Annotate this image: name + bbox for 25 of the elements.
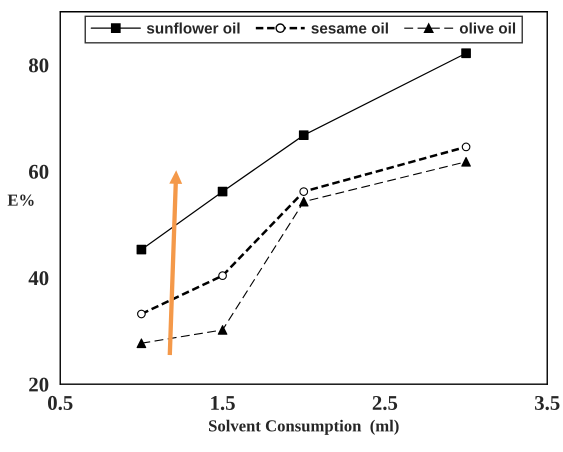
point [136, 244, 146, 254]
point [218, 271, 227, 280]
legend-label: sesame oil [311, 22, 388, 34]
point [298, 130, 309, 140]
x-tick-label: 1.5 [211, 396, 235, 410]
y-axis-title: E% [8, 194, 34, 206]
y-tick-label: 60 [29, 164, 48, 179]
y-tick-label: 80 [28, 58, 48, 72]
x-tick-label: 0.5 [48, 396, 72, 410]
y-tick-label: 20 [29, 378, 48, 392]
x-tick-label: 3.5 [535, 396, 560, 410]
point [461, 48, 471, 58]
point [299, 187, 308, 196]
x-axis-title: Solvent Consumption (ml) [209, 420, 399, 435]
y-tick-label: 40 [28, 271, 48, 286]
point [218, 186, 228, 196]
point [298, 196, 309, 207]
point [218, 325, 228, 335]
point [461, 156, 471, 167]
legend-label: sunflower oil [146, 22, 240, 34]
point [136, 338, 146, 348]
legend-label: olive oil [460, 22, 516, 34]
x-tick-label: 2.5 [372, 396, 398, 410]
point [462, 142, 470, 152]
point [137, 310, 146, 318]
